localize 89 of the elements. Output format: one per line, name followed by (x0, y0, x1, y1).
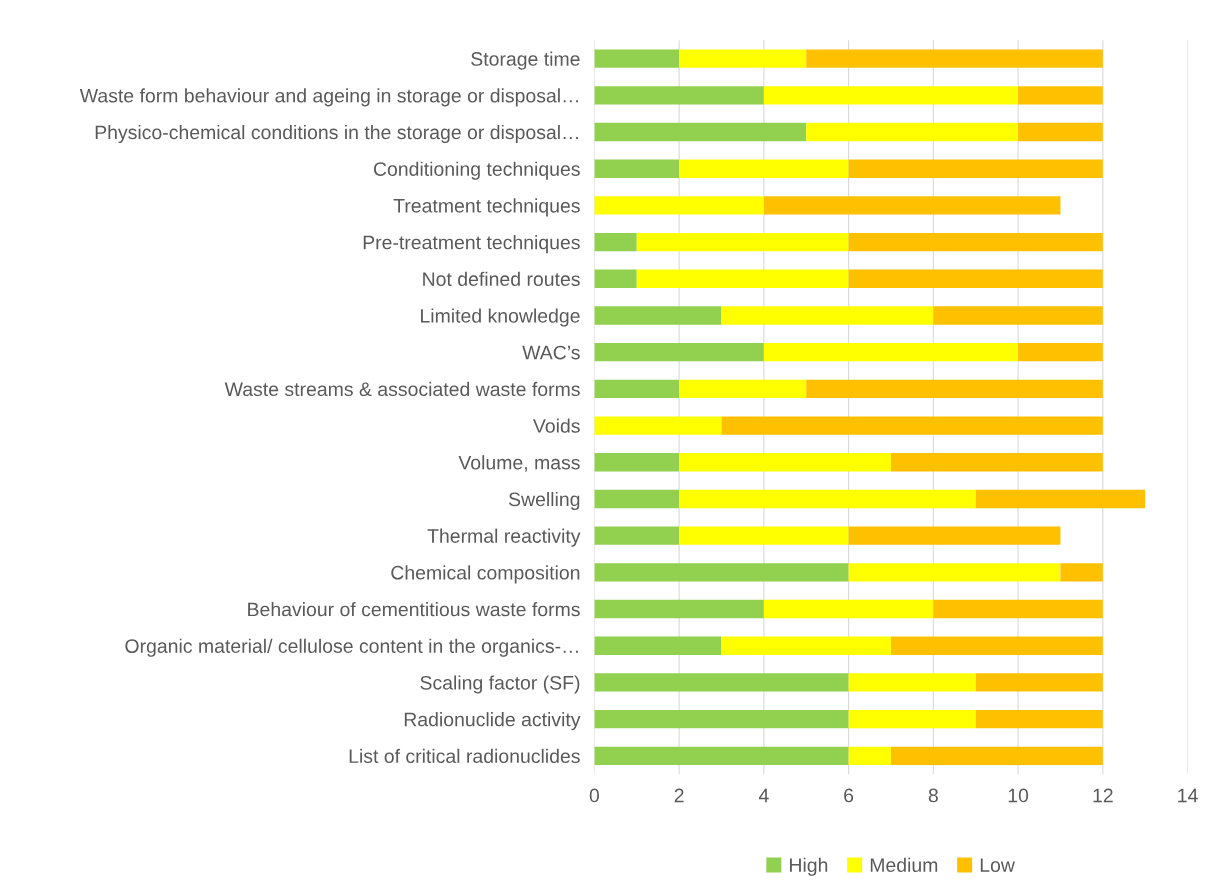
y-tick-label: Waste form behaviour and ageing in storage or disposal… (79, 88, 578, 107)
bar (848, 269, 1103, 288)
y-tick-label: Limited knowledge (421, 308, 580, 327)
bar (594, 379, 680, 399)
x-tick-label: 10 (1008, 788, 1029, 803)
bar (679, 379, 807, 399)
bar (594, 269, 637, 288)
bar (594, 196, 764, 215)
x-tick-label: 14 (1178, 788, 1198, 803)
bar (848, 709, 976, 729)
y-tick-label: Storage time (471, 51, 580, 70)
bar (890, 453, 1103, 472)
bar (679, 489, 976, 509)
y-tick-label: Behaviour of cementitious waste forms (248, 602, 580, 617)
bar (594, 343, 764, 362)
bar (975, 709, 1103, 729)
y-tick-label: Treatment techniques (393, 198, 580, 217)
bar (679, 453, 891, 472)
bar (933, 306, 1103, 325)
x-tick-label: 4 (758, 788, 769, 803)
x-tick-label: 0 (589, 788, 600, 803)
y-tick-label: Scaling factor (SF) (420, 675, 580, 694)
bar (594, 306, 722, 325)
bar (594, 489, 680, 509)
bar (594, 563, 849, 582)
legend-label: Low (980, 858, 1015, 873)
bar (933, 599, 1103, 619)
bar (763, 196, 1061, 215)
bar (848, 232, 1103, 252)
y-tick-label: Not defined routes (423, 271, 580, 287)
bar (594, 416, 722, 435)
bar (763, 599, 934, 619)
y-tick-label: List of critical radionuclides (349, 748, 580, 764)
x-tick-label: 8 (928, 788, 938, 803)
y-tick-label: Thermal reactivity (427, 528, 581, 547)
bar (594, 599, 764, 619)
bar (721, 416, 1103, 435)
bar (679, 159, 849, 178)
y-tick-label: Physico-chemical conditions in the storage or disposal… (95, 124, 578, 144)
y-tick-label: Conditioning techniques (373, 161, 580, 180)
bar (806, 49, 1103, 68)
y-tick-label: WAC’s (522, 345, 580, 360)
bar (848, 526, 1061, 545)
bar (763, 86, 1019, 105)
bar (594, 86, 764, 105)
bar (594, 636, 722, 655)
x-tick-label: 12 (1093, 788, 1113, 803)
bar (721, 636, 891, 655)
bar (806, 379, 1103, 399)
bar (975, 489, 1146, 509)
x-tick-label: 6 (844, 788, 854, 803)
bar (848, 159, 1103, 178)
bar (1060, 563, 1103, 582)
bar (848, 746, 891, 765)
bar (594, 673, 849, 692)
bar (594, 232, 637, 252)
bar (679, 49, 807, 68)
bar (848, 563, 1061, 582)
bar (1018, 122, 1103, 142)
y-tick-label: Swelling (508, 491, 580, 511)
legend-label: Medium (870, 857, 938, 873)
y-tick-label: Organic material/ cellulose content in the organics-… (125, 638, 578, 657)
bar (594, 453, 680, 472)
bar (594, 526, 680, 545)
bar (594, 746, 849, 765)
bar (594, 159, 680, 178)
bar (763, 343, 1019, 362)
bar (594, 122, 807, 142)
y-tick-label: Radionuclide activity (404, 712, 581, 731)
bar (636, 232, 849, 252)
bar (890, 636, 1103, 655)
bar (848, 673, 976, 692)
y-tick-label: Volume, mass (458, 455, 580, 472)
x-tick-label: 2 (674, 788, 684, 803)
bar (890, 746, 1103, 765)
y-tick-label: Voids (533, 418, 580, 433)
bar (594, 709, 849, 729)
y-tick-label: Chemical composition (391, 565, 580, 584)
bar (721, 306, 934, 325)
y-tick-label: Waste streams & associated waste forms (224, 381, 580, 397)
bar (594, 49, 680, 68)
legend-label: High (790, 857, 828, 876)
bar (636, 269, 849, 288)
bar (1018, 343, 1103, 362)
bar (806, 122, 1019, 142)
bar (679, 526, 849, 545)
y-tick-label: Pre-treatment techniques (363, 235, 580, 254)
bar (975, 673, 1103, 692)
bar (1018, 86, 1103, 105)
